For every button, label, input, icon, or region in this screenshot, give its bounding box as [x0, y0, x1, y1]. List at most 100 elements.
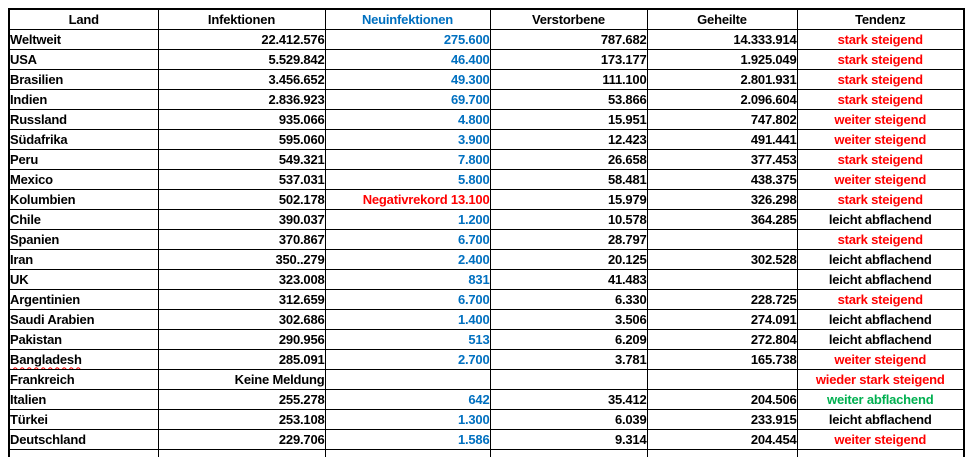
new-infections-cell: 1.300 [324, 408, 491, 430]
infections-cell: 285.091 [157, 348, 326, 370]
infections-cell: 549.321 [157, 148, 326, 170]
recovered-cell: 2.096.604 [646, 88, 798, 110]
table-row: Russland 935.066 4.800 15.951 747.802 we… [8, 108, 965, 130]
country-cell: Italien [8, 388, 159, 410]
new-infections-cell: 5.800 [324, 168, 491, 190]
new-infections-cell: 513 [324, 328, 491, 350]
recovered-cell: 233.915 [646, 408, 798, 430]
new-infections-cell: 6.700 [324, 288, 491, 310]
deaths-cell: 58.481 [489, 168, 648, 190]
recovered-cell: 228.725 [646, 288, 798, 310]
infections-cell: 290.956 [157, 328, 326, 350]
table-row: Indien 2.836.923 69.700 53.866 2.096.604… [8, 88, 965, 110]
deaths-cell: 26.658 [489, 148, 648, 170]
new-infections-cell [324, 368, 491, 390]
deaths-cell: 111.100 [489, 68, 648, 90]
trend-cell: stark steigend [796, 48, 965, 70]
infections-cell: 2.836.923 [157, 88, 326, 110]
new-infections-cell: 4.800 [324, 108, 491, 130]
covid-statistics-table: Land Infektionen Neuinfektionen Verstorb… [8, 8, 965, 457]
trend-cell: leicht abflachend [796, 248, 965, 270]
infections-cell: 323.008 [157, 268, 326, 290]
column-header-tendenz: Tendenz [796, 8, 965, 30]
recovered-cell [646, 228, 798, 250]
table-row: Chile 390.037 1.200 10.578 364.285 leich… [8, 208, 965, 230]
infections-cell: 390.037 [157, 208, 326, 230]
deaths-cell: 173.177 [489, 48, 648, 70]
trend-cell: weiter abflachend [796, 388, 965, 410]
table-row: Iran 350..279 2.400 20.125 302.528 leich… [8, 248, 965, 270]
infections-cell: Keine Meldung [157, 368, 326, 390]
new-infections-cell: 7.800 [324, 148, 491, 170]
table-row: Saudi Arabien 302.686 1.400 3.506 274.09… [8, 308, 965, 330]
infections-cell: 312.659 [157, 288, 326, 310]
trend-cell: leicht abflachend [796, 328, 965, 350]
recovered-cell: 165.738 [646, 348, 798, 370]
infections-cell: 350..279 [157, 248, 326, 270]
infections-cell: 370.867 [157, 228, 326, 250]
new-infections-cell [324, 448, 491, 457]
deaths-cell: 6.330 [489, 288, 648, 310]
country-cell: Russland [8, 108, 159, 130]
country-cell [8, 448, 159, 457]
trend-cell: weiter steigend [796, 348, 965, 370]
table-row: Brasilien 3.456.652 49.300 111.100 2.801… [8, 68, 965, 90]
trend-cell: leicht abflachend [796, 208, 965, 230]
country-cell: Iran [8, 248, 159, 270]
deaths-cell [489, 368, 648, 390]
new-infections-cell: 46.400 [324, 48, 491, 70]
new-infections-cell: 642 [324, 388, 491, 410]
table-row: USA 5.529.842 46.400 173.177 1.925.049 s… [8, 48, 965, 70]
header-row: Land Infektionen Neuinfektionen Verstorb… [8, 8, 965, 30]
column-header-infektionen: Infektionen [157, 8, 326, 30]
country-cell: Brasilien [8, 68, 159, 90]
trend-cell: weiter steigend [796, 428, 965, 450]
deaths-cell: 9.314 [489, 428, 648, 450]
new-infections-cell: 3.900 [324, 128, 491, 150]
deaths-cell: 10.578 [489, 208, 648, 230]
column-header-neuinfektionen: Neuinfektionen [324, 8, 491, 30]
country-cell: Türkei [8, 408, 159, 430]
trend-cell: stark steigend [796, 88, 965, 110]
partial-empty-row [8, 448, 965, 457]
deaths-cell: 35.412 [489, 388, 648, 410]
country-cell: Indien [8, 88, 159, 110]
new-infections-cell: Negativrekord 13.100 [324, 188, 491, 210]
country-cell: Spanien [8, 228, 159, 250]
country-cell: Kolumbien [8, 188, 159, 210]
new-infections-cell: 69.700 [324, 88, 491, 110]
recovered-cell: 2.801.931 [646, 68, 798, 90]
new-infections-cell: 1.400 [324, 308, 491, 330]
infections-cell: 253.108 [157, 408, 326, 430]
country-cell: Peru [8, 148, 159, 170]
deaths-cell: 6.209 [489, 328, 648, 350]
country-cell: Pakistan [8, 328, 159, 350]
recovered-cell: 14.333.914 [646, 28, 798, 50]
deaths-cell: 15.979 [489, 188, 648, 210]
deaths-cell: 3.506 [489, 308, 648, 330]
recovered-cell [646, 268, 798, 290]
deaths-cell: 12.423 [489, 128, 648, 150]
new-infections-cell: 1.200 [324, 208, 491, 230]
infections-cell [157, 448, 326, 457]
recovered-cell: 438.375 [646, 168, 798, 190]
deaths-cell: 787.682 [489, 28, 648, 50]
trend-cell: weiter steigend [796, 108, 965, 130]
infections-cell: 537.031 [157, 168, 326, 190]
table-row: Türkei 253.108 1.300 6.039 233.915 leich… [8, 408, 965, 430]
recovered-cell: 204.506 [646, 388, 798, 410]
infections-cell: 229.706 [157, 428, 326, 450]
recovered-cell: 747.802 [646, 108, 798, 130]
country-cell: USA [8, 48, 159, 70]
trend-cell: stark steigend [796, 28, 965, 50]
trend-cell: leicht abflachend [796, 308, 965, 330]
table-body: Weltweit 22.412.576 275.600 787.682 14.3… [8, 28, 965, 457]
trend-cell: weiter steigend [796, 128, 965, 150]
infections-cell: 302.686 [157, 308, 326, 330]
column-header-verstorbene: Verstorbene [489, 8, 648, 30]
recovered-cell: 302.528 [646, 248, 798, 270]
country-cell: Chile [8, 208, 159, 230]
new-infections-cell: 49.300 [324, 68, 491, 90]
column-header-land: Land [8, 8, 159, 30]
new-infections-cell: 831 [324, 268, 491, 290]
